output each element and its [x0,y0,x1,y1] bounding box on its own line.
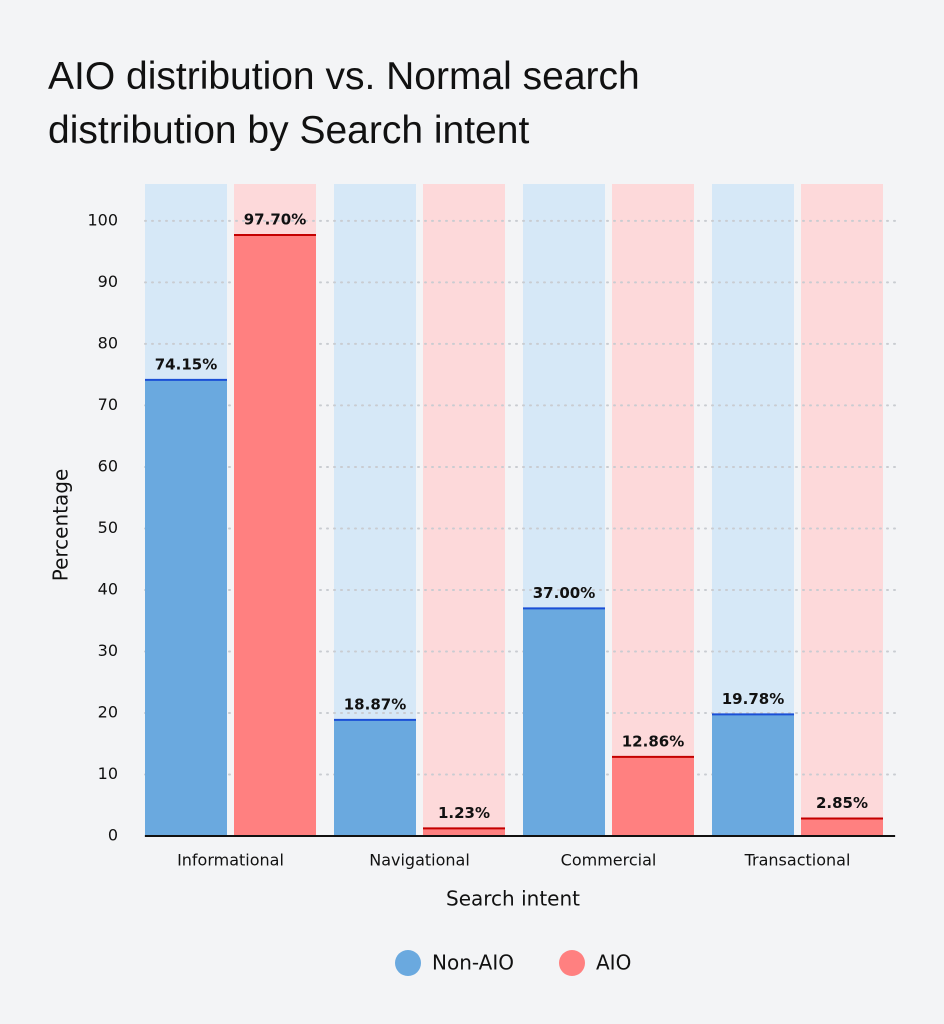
bar [234,235,316,836]
bar [712,714,794,836]
y-tick-label: 0 [108,826,118,845]
bar-background [612,184,694,836]
y-tick-label: 90 [98,272,118,291]
x-tick-label: Commercial [561,851,657,870]
chart-title: AIO distribution vs. Normal search distr… [48,55,640,152]
value-label: 18.87% [344,695,406,713]
bar-background [801,184,883,836]
legend-label: Non-AIO [432,951,514,975]
y-tick-label: 20 [98,702,118,721]
bar [523,608,605,836]
x-tick-label: Transactional [744,851,851,870]
bar [145,379,227,836]
legend-label: AIO [596,951,631,975]
y-tick-label: 60 [98,456,118,475]
value-label: 1.23% [438,804,490,822]
bar [801,818,883,836]
legend-marker [559,950,585,976]
value-label: 37.00% [533,584,595,602]
bar-background [423,184,505,836]
y-tick-label: 80 [98,333,118,352]
bar [334,719,416,836]
y-tick-label: 40 [98,579,118,598]
x-axis-label: Search intent [446,887,580,911]
bar [423,828,505,836]
value-label: 2.85% [816,794,868,812]
legend-marker [395,950,421,976]
value-label: 97.70% [244,211,306,229]
value-label: 74.15% [155,355,217,373]
y-axis-label: Percentage [49,469,73,582]
x-tick-label: Navigational [369,851,470,870]
y-tick-label: 100 [87,210,118,229]
x-tick-label: Informational [177,851,284,870]
y-tick-label: 10 [98,764,118,783]
y-tick-label: 70 [98,395,118,414]
value-label: 12.86% [622,732,684,750]
value-label: 19.78% [722,690,784,708]
bar [612,756,694,836]
y-tick-label: 50 [98,518,118,537]
y-tick-label: 30 [98,641,118,660]
